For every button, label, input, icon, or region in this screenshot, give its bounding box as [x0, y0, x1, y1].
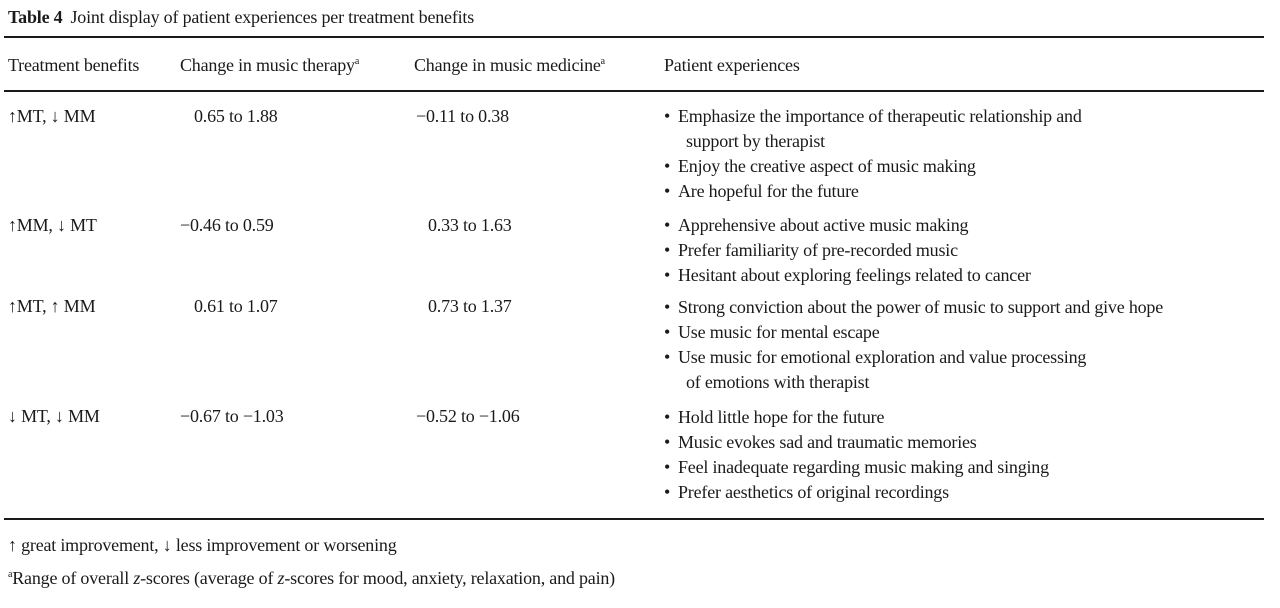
row-benefit: ↓ MT, ↓ MM	[8, 406, 100, 426]
experience-item: Feel inadequate regarding music making a…	[664, 455, 1278, 480]
footnote-marker: a	[600, 56, 605, 67]
top-rule	[4, 36, 1264, 38]
experience-text: Use music for emotional exploration and …	[678, 347, 1087, 367]
row-therapy-change: −0.46 to 0.59	[180, 215, 274, 235]
row-experiences-list: Strong conviction about the power of mus…	[664, 295, 1278, 395]
experience-item: Are hopeful for the future	[664, 179, 1278, 204]
table-title: Joint display of patient experiences per…	[70, 7, 475, 27]
row-experiences-list: Emphasize the importance of therapeutic …	[664, 104, 1278, 204]
row-medicine-change: 0.33 to 1.63	[428, 215, 512, 235]
table-caption: Table 4 Joint display of patient experien…	[8, 7, 474, 28]
row-medicine-change: −0.52 to −1.06	[416, 406, 520, 426]
bottom-rule	[4, 518, 1264, 520]
experience-item: Hold little hope for the future	[664, 405, 1278, 430]
table-label: Table 4	[8, 7, 63, 27]
header-rule	[4, 90, 1264, 92]
header-text: Patient experiences	[664, 55, 800, 75]
row-benefit: ↑MT, ↓ MM	[8, 106, 96, 126]
experience-text: Emphasize the importance of therapeutic …	[678, 106, 1082, 126]
header-change-music-medicine: Change in music medicinea	[414, 55, 605, 76]
experience-item: Prefer familiarity of pre-recorded music	[664, 238, 1278, 263]
experience-item: Use music for mental escape	[664, 320, 1278, 345]
experience-text-cont: support by therapist	[686, 131, 825, 151]
experience-item: Prefer aesthetics of original recordings	[664, 480, 1278, 505]
footnote-text: -scores (average of	[140, 568, 278, 588]
experience-text: Use music for mental escape	[678, 322, 880, 342]
row-benefit: ↑MM, ↓ MT	[8, 215, 97, 235]
experience-text: Feel inadequate regarding music making a…	[678, 457, 1049, 477]
experience-text: Prefer familiarity of pre-recorded music	[678, 240, 958, 260]
header-text: Change in music medicine	[414, 55, 601, 75]
experience-text: Hesitant about exploring feelings relate…	[678, 265, 1031, 285]
experience-item: Apprehensive about active music making	[664, 213, 1278, 238]
header-text: Change in music therapy	[180, 55, 355, 75]
experience-text: Apprehensive about active music making	[678, 215, 969, 235]
row-benefit: ↑MT, ↑ MM	[8, 296, 96, 316]
footnote-text: Range of overall	[12, 568, 134, 588]
experience-item: Strong conviction about the power of mus…	[664, 295, 1278, 320]
experience-item: Music evokes sad and traumatic memories	[664, 430, 1278, 455]
row-experiences-list: Hold little hope for the future Music ev…	[664, 405, 1278, 505]
experience-item: Hesitant about exploring feelings relate…	[664, 263, 1278, 288]
row-therapy-change: 0.65 to 1.88	[194, 106, 278, 126]
footnote-a: aRange of overall z-scores (average of z…	[8, 568, 615, 589]
row-medicine-change: 0.73 to 1.37	[428, 296, 512, 316]
row-therapy-change: 0.61 to 1.07	[194, 296, 278, 316]
row-experiences-list: Apprehensive about active music making P…	[664, 213, 1278, 288]
header-change-music-therapy: Change in music therapya	[180, 55, 359, 76]
header-treatment-benefits: Treatment benefits	[8, 55, 139, 76]
experience-item: Use music for emotional exploration and …	[664, 345, 1278, 395]
header-patient-experiences: Patient experiences	[664, 55, 800, 76]
experience-text: Are hopeful for the future	[678, 181, 859, 201]
footnote-italic: z	[277, 568, 285, 588]
footnote-italic: z	[133, 568, 141, 588]
experience-text: Prefer aesthetics of original recordings	[678, 482, 949, 502]
footnote-marker: a	[354, 56, 360, 67]
row-therapy-change: −0.67 to −1.03	[180, 406, 284, 426]
header-text: Treatment benefits	[8, 55, 140, 75]
experience-item: Enjoy the creative aspect of music makin…	[664, 154, 1278, 179]
experience-text: Strong conviction about the power of mus…	[678, 297, 1164, 317]
experience-text: Music evokes sad and traumatic memories	[678, 432, 977, 452]
experience-text-cont: of emotions with therapist	[686, 372, 870, 392]
footnote-legend: ↑ great improvement, ↓ less improvement …	[8, 535, 397, 555]
experience-text: Hold little hope for the future	[678, 407, 885, 427]
experience-text: Enjoy the creative aspect of music makin…	[678, 156, 976, 176]
footnote-text: -scores for mood, anxiety, relaxation, a…	[284, 568, 615, 588]
experience-item: Emphasize the importance of therapeutic …	[664, 104, 1278, 154]
footnote-marker: a	[8, 569, 13, 580]
row-medicine-change: −0.11 to 0.38	[416, 106, 509, 126]
